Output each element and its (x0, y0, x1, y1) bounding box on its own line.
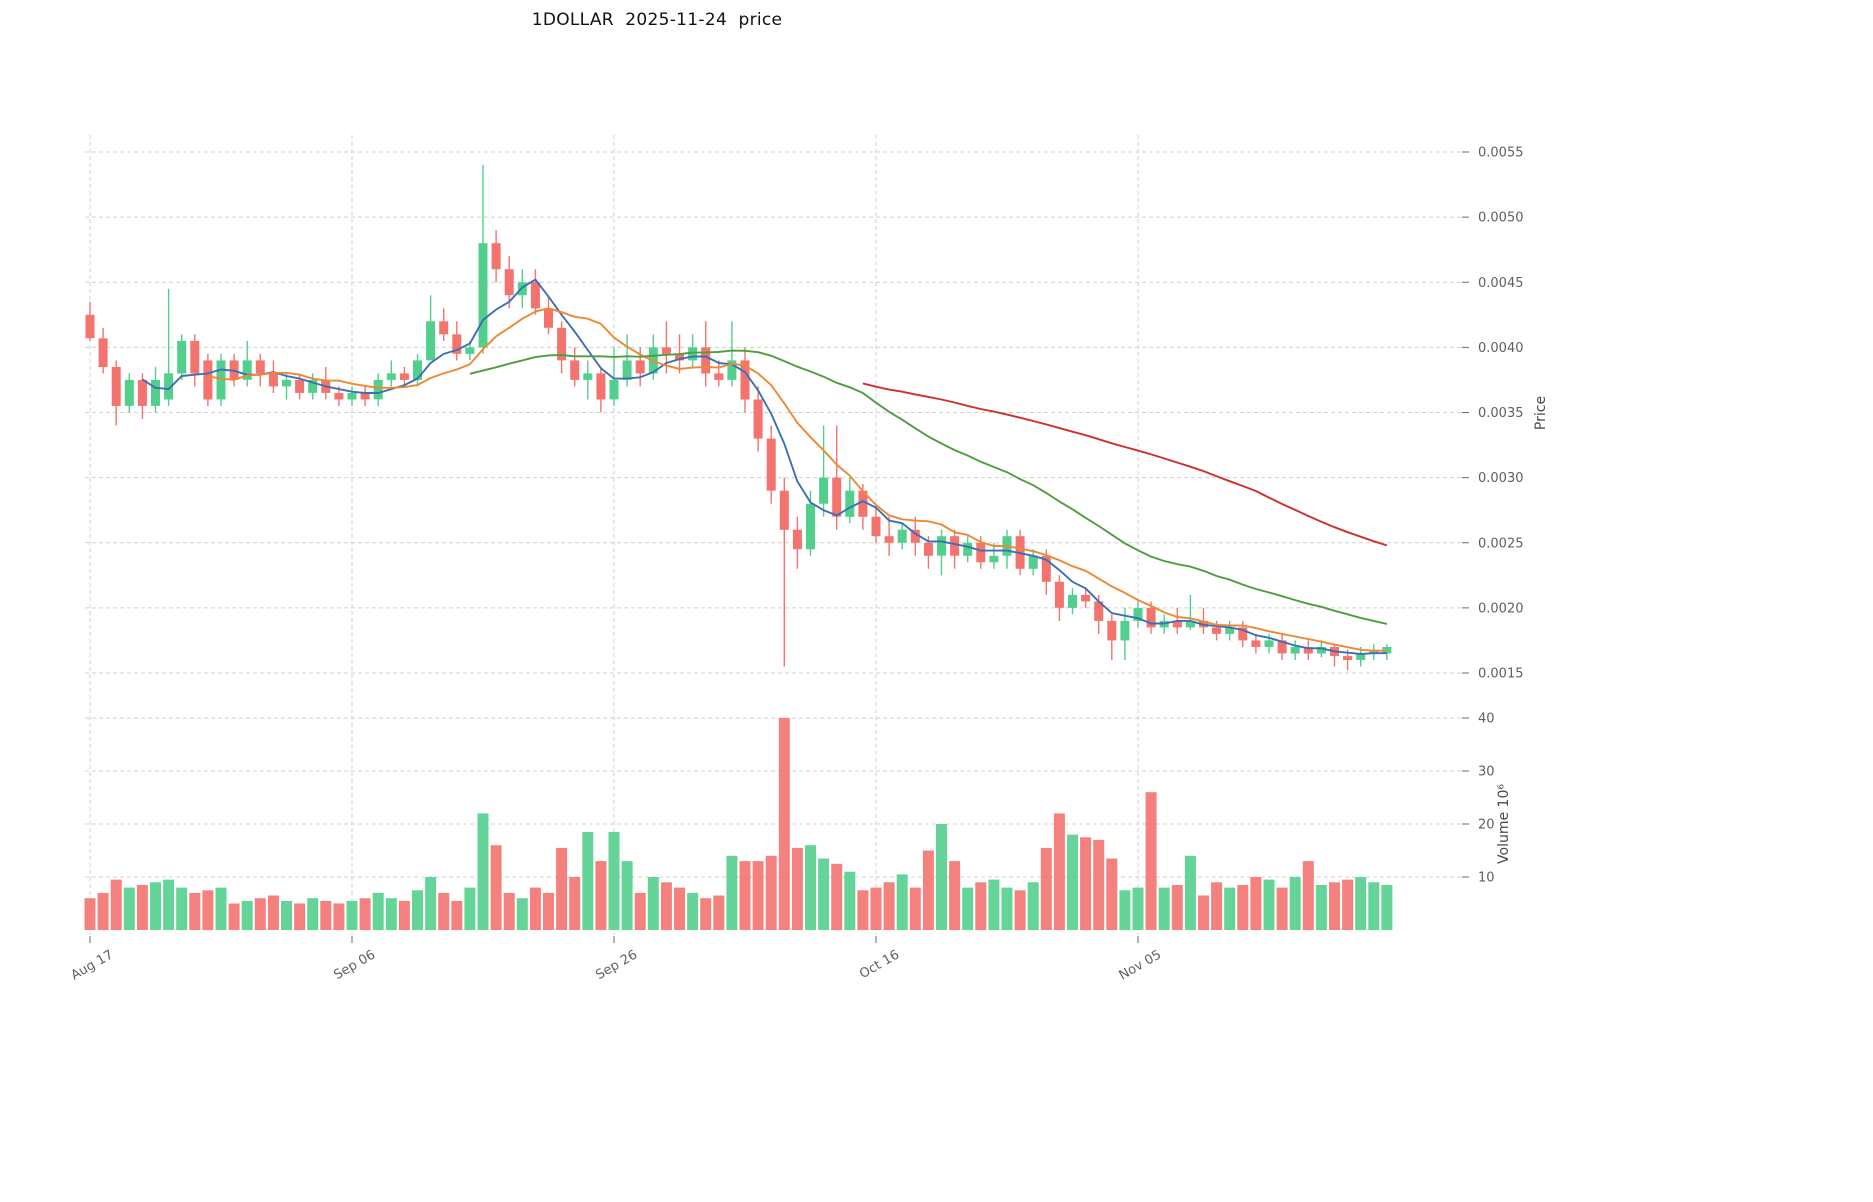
svg-text:30: 30 (1478, 765, 1495, 780)
svg-text:Price: Price (1533, 396, 1549, 430)
candles (85, 165, 1392, 671)
svg-text:Nov 05: Nov 05 (1117, 947, 1164, 983)
svg-text:Aug 17: Aug 17 (69, 947, 116, 983)
svg-text:0.0045: 0.0045 (1478, 276, 1524, 291)
svg-text:Oct 16: Oct 16 (857, 947, 902, 982)
svg-text:0.0050: 0.0050 (1478, 211, 1524, 226)
gridlines (85, 135, 1462, 935)
svg-text:0.0015: 0.0015 (1478, 667, 1524, 682)
svg-text:40: 40 (1478, 712, 1495, 727)
svg-text:Sep 06: Sep 06 (331, 947, 378, 983)
chart-title: 1DOLLAR 2025-11-24 price (531, 10, 783, 30)
svg-text:10: 10 (1478, 871, 1495, 886)
svg-text:0.0035: 0.0035 (1478, 406, 1524, 421)
axis-tick-marks (89, 151, 1469, 943)
svg-text:0.0055: 0.0055 (1478, 146, 1524, 161)
svg-text:0.0020: 0.0020 (1478, 601, 1524, 616)
svg-text:20: 20 (1478, 818, 1495, 833)
svg-text:0.0040: 0.0040 (1478, 341, 1524, 356)
svg-text:0.0030: 0.0030 (1478, 471, 1524, 486)
volume-bars (84, 718, 1393, 931)
svg-text:Volume 10⁶: Volume 10⁶ (1496, 784, 1512, 864)
svg-text:Sep 26: Sep 26 (593, 947, 640, 983)
svg-text:0.0025: 0.0025 (1478, 536, 1524, 551)
moving-average-lines (141, 278, 1388, 655)
